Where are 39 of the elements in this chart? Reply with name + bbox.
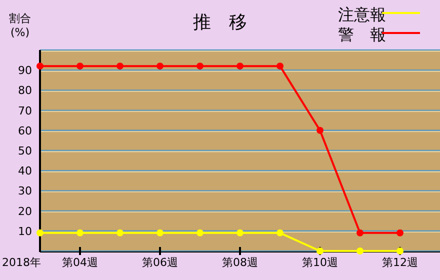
y-tick-label: 20 (18, 204, 32, 218)
x-tick-label: 第10週 (302, 256, 338, 269)
point (356, 229, 364, 236)
point (116, 62, 124, 70)
y-tick-label: 60 (18, 124, 32, 138)
y-tick-label: 50 (18, 144, 32, 158)
point (276, 229, 284, 236)
point (196, 62, 204, 70)
x-tick-label: 第06週 (142, 256, 178, 269)
y-tick-label: 90 (18, 64, 32, 78)
chart-title: 推 移 (193, 12, 247, 33)
point (76, 62, 84, 70)
point (316, 126, 324, 134)
point (236, 229, 244, 236)
point (156, 62, 164, 70)
legend-label: 警 報 (338, 25, 386, 44)
point (316, 248, 324, 254)
point (276, 62, 284, 70)
text: 2018年 (2, 256, 41, 269)
x-tick-label: 第08週 (222, 256, 258, 269)
x-tick-label: 第12週 (382, 256, 418, 269)
point (396, 229, 404, 236)
point (236, 62, 244, 70)
legend-label: 注意報 (338, 5, 386, 24)
point (116, 229, 124, 236)
point (196, 229, 204, 236)
point (156, 229, 164, 236)
y-tick-label: 70 (18, 104, 32, 118)
point (36, 62, 44, 70)
y-tick-label: 30 (18, 184, 32, 198)
point (76, 229, 84, 236)
y-tick-label: 10 (18, 224, 32, 238)
x-tick-label: 第04週 (62, 256, 98, 269)
y-axis-title: 割合 (%) (9, 12, 31, 39)
point (36, 229, 44, 236)
point (396, 248, 404, 254)
point (356, 248, 364, 254)
y-tick-label: 40 (18, 164, 32, 178)
y-tick-label: 80 (18, 84, 32, 98)
